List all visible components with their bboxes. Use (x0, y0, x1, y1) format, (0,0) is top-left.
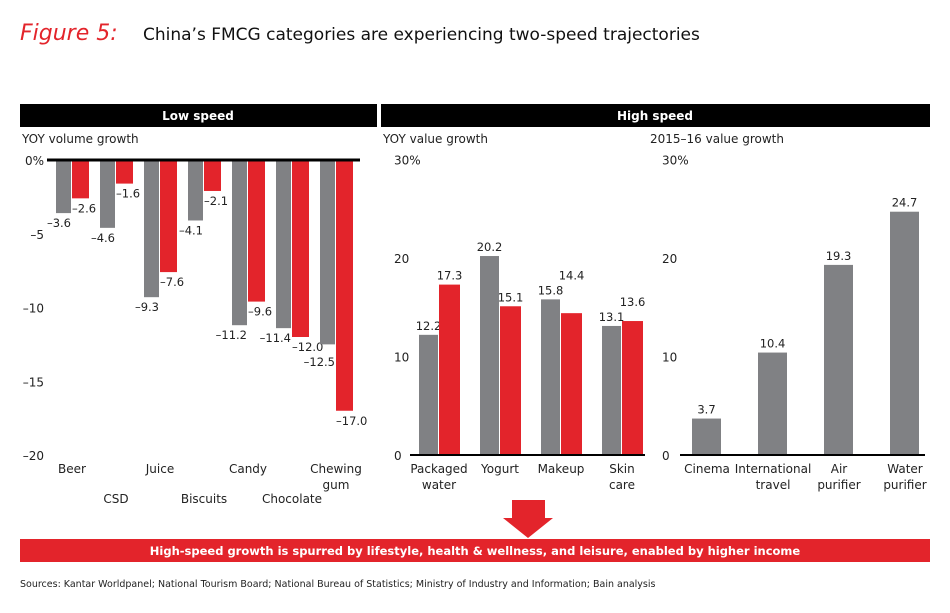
data-label: –4.1 (179, 223, 203, 237)
category-label: Makeup (538, 462, 585, 476)
bar (480, 256, 499, 455)
bar (890, 211, 919, 455)
data-label: –7.6 (160, 275, 184, 289)
y-tick-label: 30% (394, 154, 421, 168)
figure-title: China’s FMCG categories are experiencing… (143, 25, 700, 45)
y-tick-label: –15 (23, 375, 44, 389)
y-tick-label: 10 (662, 351, 677, 365)
category-label: Beer (58, 462, 86, 476)
data-label: 14.4 (559, 268, 585, 282)
bar (500, 306, 521, 455)
bar (824, 264, 853, 455)
down-arrow-icon (503, 500, 553, 538)
bar (439, 284, 460, 455)
bar (160, 160, 177, 273)
category-label: Air purifier (817, 462, 860, 492)
data-label: –3.6 (47, 216, 71, 230)
data-label: 3.7 (697, 403, 715, 417)
bar (292, 160, 309, 337)
low-speed-header-label: Low speed (162, 109, 234, 123)
data-label: –11.2 (216, 328, 247, 342)
data-label: 17.3 (437, 269, 463, 283)
category-label: Water purifier (883, 462, 926, 492)
category-label: Cinema (684, 462, 730, 476)
y-tick-label: 0 (662, 449, 670, 463)
bar (72, 160, 89, 199)
bar (692, 418, 721, 455)
data-label: 13.1 (599, 310, 625, 324)
data-label: –11.4 (260, 331, 291, 345)
category-label: Chewing gum (310, 462, 362, 492)
data-label: 24.7 (892, 196, 918, 210)
high-speed-header (381, 104, 930, 127)
data-label: 10.4 (760, 337, 786, 351)
bar (248, 160, 265, 302)
figure-label: Figure 5: (20, 21, 118, 46)
data-label: 19.3 (826, 249, 852, 263)
footer-banner-text: High-speed growth is spurred by lifestyl… (150, 544, 801, 558)
data-label: –12.0 (292, 340, 323, 354)
high-speed-header-label: High speed (617, 109, 693, 123)
bar (276, 160, 291, 329)
panel3-ylabel: 2015–16 value growth (650, 132, 784, 146)
y-tick-label: –5 (30, 228, 44, 242)
data-label: –2.1 (204, 194, 228, 208)
bar (419, 334, 438, 455)
y-tick-label: 10 (394, 351, 409, 365)
low-speed-header (20, 104, 377, 127)
bar (232, 160, 247, 326)
bar (204, 160, 221, 191)
bar (602, 325, 621, 455)
category-label: Chocolate (262, 492, 322, 506)
bar (622, 321, 643, 455)
data-label: 12.2 (416, 319, 442, 333)
y-tick-label: 0 (394, 449, 402, 463)
category-label: Candy (229, 462, 267, 476)
data-label: –2.6 (72, 201, 96, 215)
y-tick-label: –10 (23, 302, 44, 316)
data-label: 15.8 (538, 283, 564, 297)
footer-banner (20, 539, 930, 562)
bar (116, 160, 133, 184)
y-tick-label: 20 (662, 252, 677, 266)
bar (541, 299, 560, 455)
bar (144, 160, 159, 298)
data-label: –4.6 (91, 231, 115, 245)
data-label: 13.6 (620, 295, 646, 309)
bar (336, 160, 353, 411)
bar (320, 160, 335, 345)
y-tick-label: 0% (25, 154, 44, 168)
category-label: Yogurt (480, 462, 519, 476)
category-label: International travel (735, 462, 812, 492)
category-label: Packaged water (410, 462, 467, 492)
bar (100, 160, 115, 228)
data-label: –9.3 (135, 300, 159, 314)
data-label: –1.6 (116, 187, 140, 201)
data-label: –9.6 (248, 305, 272, 319)
category-label: Skin care (609, 462, 635, 492)
y-tick-label: 20 (394, 252, 409, 266)
bar (561, 313, 582, 455)
data-label: –17.0 (336, 414, 367, 428)
category-label: Juice (145, 462, 174, 476)
y-tick-label: –20 (23, 449, 44, 463)
sources: Sources: Kantar Worldpanel; National Tou… (20, 579, 656, 590)
data-label: 20.2 (477, 240, 503, 254)
category-label: Biscuits (181, 492, 227, 506)
bar (56, 160, 71, 214)
data-label: 15.1 (498, 290, 524, 304)
y-tick-label: 30% (662, 154, 689, 168)
bar (188, 160, 203, 221)
bar (758, 352, 787, 455)
panel2-ylabel: YOY value growth (382, 132, 488, 146)
data-label: –12.5 (304, 355, 335, 369)
category-label: CSD (103, 492, 128, 506)
panel1-ylabel: YOY volume growth (21, 132, 139, 146)
